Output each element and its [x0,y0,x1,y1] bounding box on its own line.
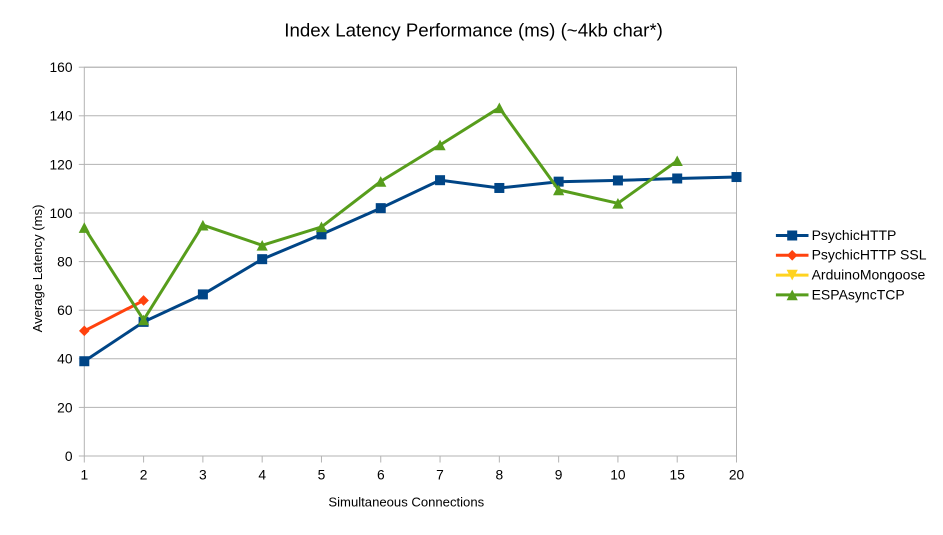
svg-text:ArduinoMongoose: ArduinoMongoose [812,267,926,283]
svg-text:10: 10 [610,468,626,483]
svg-text:4: 4 [258,468,266,483]
svg-text:120: 120 [49,157,72,172]
svg-text:ESPAsyncTCP: ESPAsyncTCP [812,286,905,302]
svg-text:Simultaneous Connections: Simultaneous Connections [328,495,484,510]
svg-text:20: 20 [57,400,73,415]
svg-text:PsychicHTTP: PsychicHTTP [812,227,897,243]
svg-text:160: 160 [49,60,72,75]
svg-text:80: 80 [57,255,73,270]
svg-text:PsychicHTTP SSL: PsychicHTTP SSL [812,247,927,263]
svg-text:60: 60 [57,303,73,318]
svg-text:1: 1 [80,468,88,483]
svg-text:15: 15 [670,468,686,483]
svg-text:Index Latency Performance (ms): Index Latency Performance (ms) (~4kb cha… [284,19,663,40]
svg-text:140: 140 [49,109,72,124]
svg-text:5: 5 [318,468,326,483]
svg-text:3: 3 [199,468,207,483]
svg-text:Average Latency (ms): Average Latency (ms) [30,205,45,333]
svg-text:7: 7 [436,468,444,483]
svg-text:2: 2 [140,468,148,483]
svg-text:100: 100 [49,206,72,221]
svg-text:9: 9 [555,468,563,483]
svg-text:6: 6 [377,468,385,483]
svg-text:0: 0 [65,449,73,464]
svg-text:20: 20 [729,468,745,483]
svg-text:40: 40 [57,352,73,367]
svg-text:8: 8 [495,468,503,483]
